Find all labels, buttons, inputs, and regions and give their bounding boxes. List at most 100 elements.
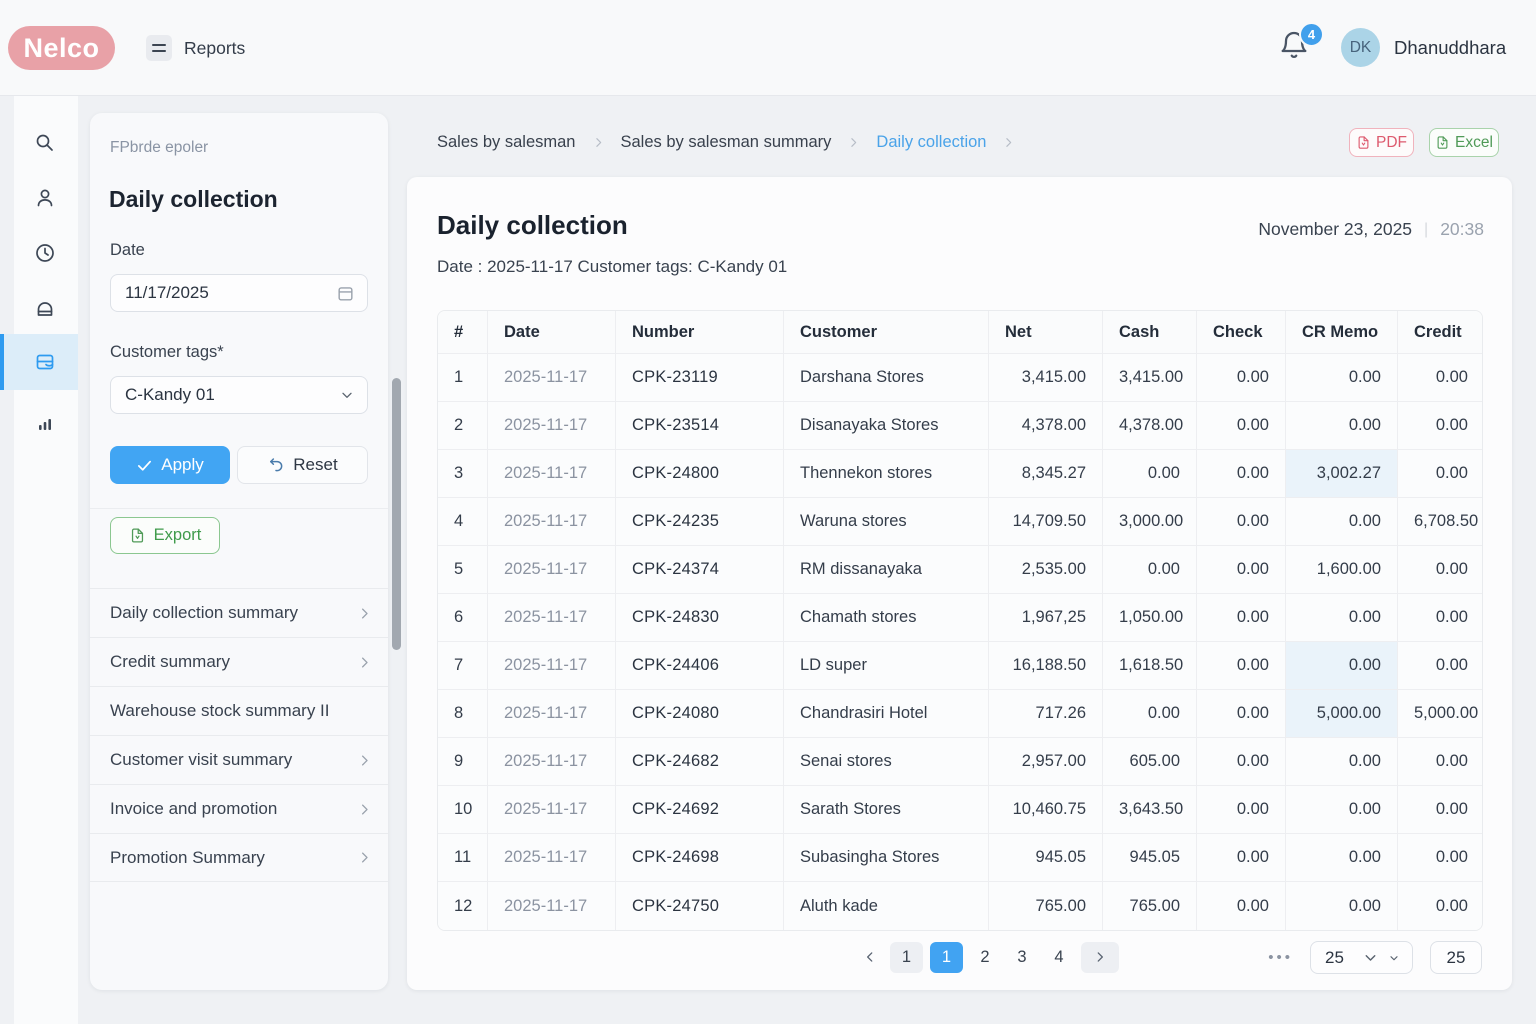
breadcrumb-item[interactable]: Daily collection: [876, 132, 987, 151]
pdf-button[interactable]: PDF: [1349, 128, 1414, 157]
table-cell: 3: [438, 450, 488, 498]
column-header: CR Memo: [1286, 311, 1398, 354]
apply-button[interactable]: Apply: [110, 446, 230, 484]
table-cell: 0.00: [1286, 642, 1398, 690]
icon-rail-background: [14, 96, 78, 1024]
avatar[interactable]: DK: [1341, 28, 1380, 67]
table-row: 10 2025-11-17 CPK-24692 Sarath Stores 10,460…: [438, 786, 1482, 834]
calendar-icon[interactable]: [336, 284, 355, 303]
reset-button[interactable]: Reset: [237, 446, 368, 484]
table-cell: 3,002.27: [1286, 450, 1398, 498]
filter-panel: FPbrde epoler Daily collection Date Cust…: [90, 113, 388, 990]
pdf-file-icon: [1358, 136, 1369, 149]
sidebar-item-drawer[interactable]: [0, 334, 78, 390]
excel-button[interactable]: Excel: [1429, 128, 1499, 157]
table-cell: 765.00: [989, 882, 1103, 930]
date-input[interactable]: [110, 274, 368, 312]
customer-tags-label: Customer tags*: [110, 343, 224, 361]
page-button-active[interactable]: 1: [930, 941, 963, 973]
sidebar-item-bag[interactable]: [0, 280, 78, 336]
divider: [90, 508, 388, 509]
menu-item[interactable]: Customer visit summary: [90, 735, 388, 784]
table-cell: 0.00: [1197, 882, 1286, 930]
table-cell: RM dissanayaka: [784, 546, 989, 594]
pdf-label: PDF: [1376, 133, 1407, 151]
report-menu: Daily collection summary Credit summary Wa…: [90, 588, 388, 882]
page-button[interactable]: 3: [1017, 947, 1027, 966]
menu-item[interactable]: Credit summary: [90, 637, 388, 686]
table-row: 7 2025-11-17 CPK-24406 LD super 16,188.50 1,6…: [438, 642, 1482, 690]
table-cell: 2025-11-17: [488, 594, 616, 642]
sidebar-item-search[interactable]: [0, 115, 78, 171]
table-row: 1 2025-11-17 CPK-23119 Darshana Stores 3,415…: [438, 354, 1482, 402]
table-cell: CPK-24750: [616, 882, 784, 930]
menu-item[interactable]: Promotion Summary: [90, 833, 388, 882]
menu-item-label: Warehouse stock summary II: [110, 701, 330, 720]
table-cell: 14,709.50: [989, 498, 1103, 546]
table-cell: 10,460.75: [989, 786, 1103, 834]
table-cell: 2025-11-17: [488, 450, 616, 498]
table-cell: Chamath stores: [784, 594, 989, 642]
page-size-select[interactable]: 25: [1310, 941, 1413, 974]
report-card: Daily collection November 23, 2025 | 20:…: [407, 177, 1512, 990]
sidebar-item-clock[interactable]: [0, 225, 78, 281]
app-logo[interactable]: Nelco: [8, 26, 115, 70]
chevron-right-icon: [357, 606, 372, 621]
table-cell: CPK-23119: [616, 354, 784, 402]
table-cell: CPK-24682: [616, 738, 784, 786]
breadcrumb-item[interactable]: Sales by salesman: [437, 132, 576, 151]
page-jump-input[interactable]: 25: [1430, 941, 1482, 974]
drawer-icon: [36, 354, 54, 370]
menu-item[interactable]: Daily collection summary: [90, 588, 388, 637]
column-header: Number: [616, 311, 784, 354]
table-cell: 0.00: [1103, 546, 1197, 594]
table-cell: 3,643.50: [1103, 786, 1197, 834]
page-button[interactable]: 2: [980, 947, 990, 966]
page-button[interactable]: 4: [1054, 947, 1064, 966]
report-filters-line: Date : 2025-11-17 Customer tags: C-Kandy…: [437, 257, 788, 276]
sidebar-item-bar-chart[interactable]: [0, 395, 78, 451]
table-cell: 945.05: [1103, 834, 1197, 882]
user-icon: [37, 189, 53, 207]
panel-scrollbar[interactable]: [392, 378, 401, 650]
table-cell: 0.00: [1197, 498, 1286, 546]
table-cell: 11: [438, 834, 488, 882]
breadcrumb-item[interactable]: Sales by salesman summary: [620, 132, 832, 151]
table-row: 12 2025-11-17 CPK-24750 Aluth kade 765.00 765…: [438, 882, 1482, 930]
table-cell: Disanayaka Stores: [784, 402, 989, 450]
prev-page-icon[interactable]: [857, 941, 883, 973]
notifications-button[interactable]: 4: [1278, 22, 1324, 70]
export-button[interactable]: Export: [110, 517, 220, 554]
page-button-leading[interactable]: 1: [890, 941, 923, 973]
table-cell: 2025-11-17: [488, 354, 616, 402]
table-cell: 2025-11-17: [488, 834, 616, 882]
column-header: Cash: [1103, 311, 1197, 354]
table-cell: Thennekon stores: [784, 450, 989, 498]
table-cell: 2,957.00: [989, 738, 1103, 786]
table-cell: 0.00: [1286, 402, 1398, 450]
sidebar-item-user[interactable]: [0, 170, 78, 226]
menu-toggle-icon[interactable]: [146, 35, 172, 61]
next-page-button[interactable]: [1081, 941, 1119, 973]
more-pages-icon[interactable]: •••: [1268, 949, 1293, 966]
table-cell: 6,708.50: [1398, 498, 1482, 546]
icon-rail: [0, 96, 78, 1024]
customer-tags-select[interactable]: C-Kandy 01: [110, 376, 368, 414]
table-cell: 12: [438, 882, 488, 930]
table-cell: CPK-23514: [616, 402, 784, 450]
table-cell: 2: [438, 402, 488, 450]
date-input-field[interactable]: [125, 283, 336, 303]
date-label: Date: [110, 241, 145, 259]
user-name: Dhanuddhara: [1394, 37, 1507, 58]
menu-item[interactable]: Invoice and promotion: [90, 784, 388, 833]
table-cell: 0.00: [1398, 354, 1482, 402]
top-bar: Nelco Reports 4 DK Dhanuddhara: [0, 0, 1536, 96]
table-cell: CPK-24235: [616, 498, 784, 546]
table-cell: Sarath Stores: [784, 786, 989, 834]
report-time: 20:38: [1440, 219, 1484, 239]
menu-item-label: Promotion Summary: [110, 847, 265, 867]
table-cell: CPK-24080: [616, 690, 784, 738]
menu-item[interactable]: Warehouse stock summary II: [90, 686, 388, 735]
excel-file-icon: [1437, 136, 1448, 149]
